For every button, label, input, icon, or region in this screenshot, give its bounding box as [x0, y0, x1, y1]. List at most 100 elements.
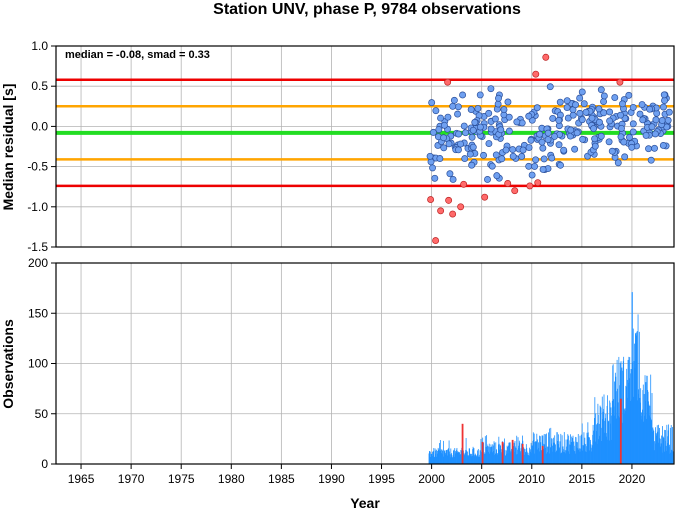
- residual-point: [449, 176, 457, 183]
- observation-bar: [657, 442, 659, 464]
- observation-bar: [646, 375, 648, 464]
- observation-bar: [610, 407, 612, 464]
- y-tick-label: -0.5: [27, 160, 48, 174]
- observation-bar: [549, 453, 551, 464]
- residual-point: [576, 109, 584, 117]
- residual-point: [651, 130, 659, 138]
- observation-bar: [573, 449, 574, 464]
- observation-bar: [447, 455, 449, 464]
- observation-bar: [569, 444, 570, 464]
- observation-bar: [581, 436, 583, 464]
- observation-bar: [532, 445, 533, 464]
- observation-bar: [501, 453, 502, 464]
- observation-bar: [533, 440, 535, 464]
- residual-point: [578, 88, 586, 96]
- observation-bar: [623, 356, 625, 464]
- observation-bar: [477, 450, 478, 464]
- residual-point: [642, 131, 650, 139]
- observation-bar: [549, 428, 550, 464]
- observation-bar: [603, 408, 604, 464]
- observation-bar: [604, 418, 606, 464]
- residual-point: [659, 141, 667, 149]
- observation-bar: [560, 453, 562, 464]
- residual-point: [664, 116, 672, 124]
- observation-bar: [431, 454, 433, 464]
- observation-bar: [496, 449, 498, 464]
- observation-bar: [595, 413, 597, 464]
- observation-bar: [508, 442, 510, 464]
- observation-bar: [539, 435, 540, 464]
- observation-bar: [631, 292, 633, 464]
- residual-point: [498, 155, 506, 163]
- observation-bar: [518, 440, 520, 464]
- residual-point: [555, 116, 563, 124]
- observation-bar: [509, 442, 511, 464]
- observation-bar: [460, 450, 462, 464]
- observation-bar: [432, 456, 434, 464]
- residual-point: [645, 145, 653, 153]
- observation-bar: [624, 408, 626, 464]
- observation-bar: [552, 445, 553, 464]
- observation-bar: [467, 456, 469, 464]
- observation-bar: [595, 430, 597, 464]
- y-tick-label: 50: [35, 407, 49, 421]
- residual-point: [518, 153, 526, 160]
- residual-point: [582, 108, 590, 116]
- observation-bar: [591, 451, 593, 464]
- observation-bar: [494, 442, 495, 464]
- observation-bar: [495, 442, 497, 464]
- observation-bar: [433, 448, 435, 464]
- observation-bar: [499, 449, 501, 464]
- observation-bar: [521, 443, 522, 464]
- observation-bar: [628, 378, 630, 464]
- observation-bar: [613, 406, 615, 464]
- observation-bar: [584, 437, 586, 464]
- residual-point: [431, 174, 439, 182]
- observation-bar: [619, 417, 621, 464]
- observation-bar: [441, 453, 443, 464]
- residual-point: [646, 105, 654, 113]
- observation-bar-highlight: [521, 443, 524, 464]
- observation-bar: [474, 456, 476, 464]
- observation-bar: [473, 448, 475, 464]
- observation-bar: [442, 454, 444, 464]
- x-tick-label: 1965: [68, 472, 95, 486]
- residual-point: [509, 146, 517, 154]
- observation-bar: [577, 448, 579, 464]
- residual-point: [502, 146, 510, 154]
- observation-bar: [444, 451, 446, 464]
- observation-bar: [550, 427, 552, 464]
- observation-bar: [451, 457, 453, 464]
- observation-bar: [587, 432, 589, 464]
- observation-bar: [436, 450, 438, 464]
- observation-bar: [594, 441, 596, 464]
- residual-point: [469, 143, 477, 151]
- x-tick-label: 2000: [418, 472, 445, 486]
- observation-bar: [643, 394, 645, 464]
- residual-point: [618, 124, 625, 132]
- observation-bar: [439, 440, 441, 464]
- x-tick-label: 1985: [268, 472, 295, 486]
- observation-bar: [484, 454, 485, 464]
- observation-bar: [499, 444, 501, 464]
- observation-bar-highlight: [481, 441, 484, 464]
- observation-bar: [604, 420, 605, 464]
- observation-bar: [527, 452, 529, 464]
- x-tick-label: 1970: [118, 472, 145, 486]
- observation-bar: [598, 423, 600, 464]
- observation-bar: [520, 448, 522, 464]
- median-smad-annotation: median = -0.08, smad = 0.33: [65, 49, 210, 61]
- observation-bar: [504, 455, 506, 464]
- residual-point: [440, 144, 448, 152]
- observation-bar: [636, 335, 638, 464]
- observation-bar: [653, 430, 655, 464]
- observation-bar: [582, 445, 584, 464]
- observation-bar: [601, 396, 603, 464]
- observation-bar: [471, 455, 473, 464]
- observation-bar: [536, 449, 538, 464]
- observation-bar: [443, 440, 444, 464]
- observation-bar: [447, 448, 449, 464]
- observation-bar: [583, 445, 584, 464]
- residual-point: [525, 112, 533, 120]
- observation-bar: [582, 450, 584, 464]
